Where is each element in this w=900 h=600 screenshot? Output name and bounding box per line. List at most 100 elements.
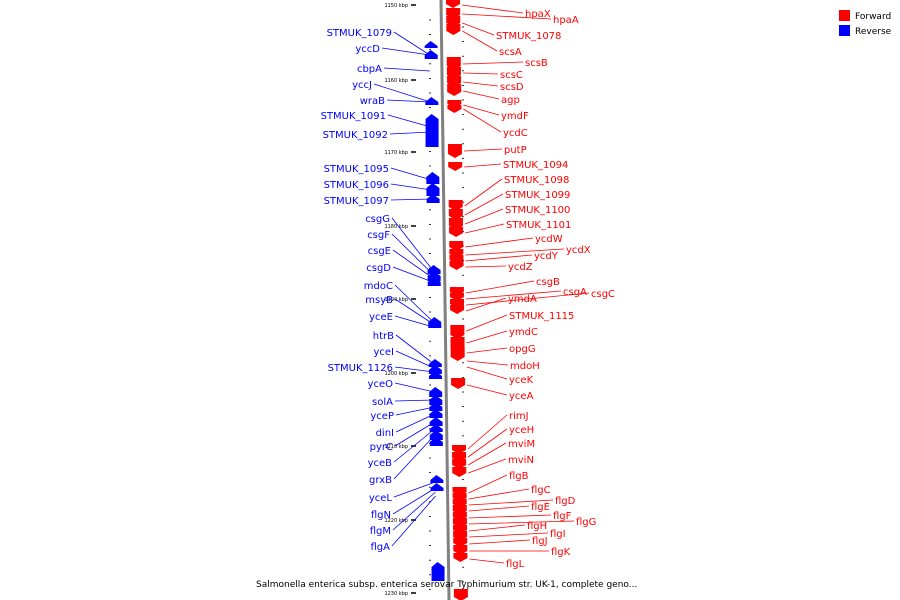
forward-gene-label: ycdY bbox=[534, 251, 559, 262]
reverse-gene-label: solA bbox=[372, 397, 393, 408]
reverse-gene-connector bbox=[393, 428, 435, 463]
forward-gene-label: ymdF bbox=[501, 111, 529, 122]
forward-gene: putP bbox=[463, 145, 527, 156]
reverse-feature bbox=[428, 359, 442, 367]
reverse-gene: STMUK_1096 bbox=[324, 180, 432, 191]
forward-gene: flgI bbox=[469, 529, 566, 540]
legend-reverse-swatch bbox=[839, 25, 850, 36]
forward-gene-connector bbox=[469, 532, 549, 538]
reverse-gene-connector bbox=[391, 233, 433, 275]
forward-gene-connector bbox=[468, 514, 552, 519]
forward-gene-connector bbox=[466, 330, 508, 344]
reverse-feature bbox=[424, 41, 438, 48]
forward-gene-label: STMUK_1100 bbox=[505, 205, 570, 216]
legend-reverse: Reverse bbox=[839, 25, 892, 37]
forward-feature bbox=[453, 545, 468, 555]
reverse-gene-label: yceE bbox=[369, 312, 393, 323]
forward-gene-connector bbox=[465, 223, 505, 234]
reverse-gene-label: cbpA bbox=[357, 64, 382, 75]
forward-gene-label: scsA bbox=[499, 47, 522, 58]
reverse-gene-connector bbox=[394, 366, 434, 373]
reverse-gene-connector bbox=[395, 350, 435, 369]
forward-gene-connector bbox=[463, 90, 500, 100]
forward-gene-label: STMUK_1098 bbox=[504, 175, 569, 186]
forward-gene-connector bbox=[462, 4, 524, 14]
forward-gene: scsA bbox=[462, 30, 522, 58]
forward-gene: STMUK_1101 bbox=[465, 220, 571, 234]
forward-gene-connector bbox=[467, 384, 508, 396]
forward-gene-connector bbox=[465, 254, 533, 262]
reverse-gene: mdoC bbox=[364, 281, 434, 323]
reverse-gene: csgE bbox=[368, 246, 433, 279]
reverse-gene-connector bbox=[390, 198, 432, 201]
forward-features bbox=[446, 0, 468, 600]
forward-feature bbox=[446, 57, 461, 70]
reverse-gene-label: csgD bbox=[366, 263, 391, 274]
forward-gene-connector bbox=[467, 442, 507, 466]
forward-gene-label: flgI bbox=[550, 529, 566, 540]
forward-gene-label: flgD bbox=[555, 496, 576, 507]
forward-gene-label: agp bbox=[501, 95, 520, 106]
forward-gene-label: ymdC bbox=[509, 327, 538, 338]
tick-label: 1170 kbp bbox=[384, 150, 408, 156]
forward-gene: ycdW bbox=[465, 234, 563, 248]
reverse-feature bbox=[425, 97, 439, 105]
forward-gene-connector bbox=[468, 505, 530, 512]
forward-gene-connector bbox=[462, 13, 552, 20]
reverse-gene-connector bbox=[393, 481, 436, 498]
genome-caption: Salmonella enterica subsp. enterica sero… bbox=[256, 580, 637, 590]
reverse-gene: yceL bbox=[369, 481, 436, 504]
legend-reverse-label: Reverse bbox=[855, 27, 892, 37]
tick: 1170 kbp bbox=[384, 150, 416, 156]
reverse-gene: pyrC bbox=[370, 421, 435, 453]
reverse-feature bbox=[429, 417, 443, 426]
forward-feature bbox=[450, 347, 465, 361]
reverse-gene: yccD bbox=[355, 44, 430, 56]
reverse-gene-label: STMUK_1092 bbox=[323, 130, 388, 141]
axis-line bbox=[439, 0, 451, 600]
reverse-gene-connector bbox=[395, 413, 435, 433]
forward-gene: csgB bbox=[465, 277, 560, 294]
reverse-feature bbox=[424, 50, 438, 59]
reverse-gene-label: STMUK_1096 bbox=[324, 180, 389, 191]
reverse-feature bbox=[425, 114, 439, 147]
forward-gene: mviN bbox=[468, 455, 534, 474]
forward-gene-connector bbox=[469, 524, 526, 532]
reverse-gene-connector bbox=[392, 249, 433, 279]
reverse-gene-label: yceI bbox=[373, 347, 394, 358]
reverse-gene-connector bbox=[386, 99, 431, 103]
reverse-gene: flgM bbox=[370, 491, 436, 537]
reverse-feature bbox=[428, 371, 442, 379]
reverse-gene: solA bbox=[372, 397, 435, 408]
forward-feature bbox=[447, 105, 462, 113]
forward-gene-label: opgG bbox=[509, 344, 536, 355]
forward-gene-label: yceA bbox=[509, 391, 534, 402]
reverse-gene-connector bbox=[395, 406, 435, 416]
forward-feature bbox=[452, 467, 467, 477]
reverse-features bbox=[424, 41, 445, 581]
reverse-gene-connector bbox=[394, 421, 435, 447]
reverse-gene: csgG bbox=[365, 214, 433, 271]
forward-gene-label: flgK bbox=[551, 547, 571, 558]
forward-gene-connector bbox=[464, 178, 503, 207]
forward-gene-connector bbox=[466, 292, 590, 306]
forward-gene-label: csgA bbox=[563, 287, 587, 298]
reverse-gene-label: yceL bbox=[369, 493, 393, 504]
forward-gene-connector bbox=[469, 558, 505, 564]
forward-gene-connector bbox=[466, 360, 509, 366]
forward-gene-label: mdoH bbox=[510, 361, 540, 372]
forward-gene-connector bbox=[465, 265, 507, 268]
reverse-feature bbox=[429, 402, 443, 411]
reverse-feature bbox=[429, 430, 443, 440]
reverse-gene-label: STMUK_1091 bbox=[321, 111, 386, 122]
forward-gene: flgG bbox=[468, 517, 596, 528]
forward-gene: mviM bbox=[467, 439, 535, 466]
tick-label: 1160 kbp bbox=[384, 78, 408, 84]
forward-gene-label: scsB bbox=[525, 58, 548, 69]
reverse-gene-connector bbox=[394, 315, 434, 328]
reverse-gene-label: dinI bbox=[376, 428, 394, 439]
reverse-feature bbox=[429, 437, 443, 446]
reverse-gene: grxB bbox=[369, 434, 436, 486]
forward-gene-connector bbox=[466, 366, 508, 380]
forward-gene-label: flgJ bbox=[532, 536, 548, 547]
